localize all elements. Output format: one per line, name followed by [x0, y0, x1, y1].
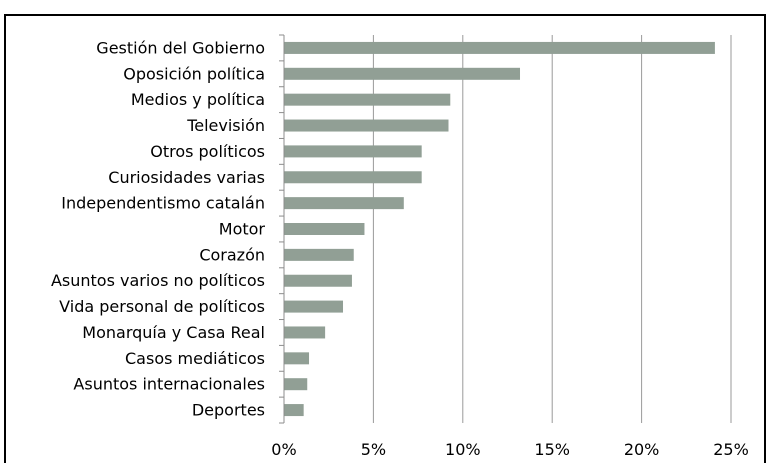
category-labels: Gestión del Gobierno Oposición política Me…: [51, 38, 265, 419]
bar-6: [284, 171, 422, 184]
gridlines: [372, 35, 732, 423]
tick-label: 10%: [445, 440, 481, 459]
category-label: Independentismo catalán: [61, 194, 265, 213]
bar-4: [284, 119, 449, 132]
category-label: Curiosidades varias: [108, 168, 265, 187]
category-label: Deportes: [192, 401, 265, 420]
category-label: Motor: [219, 220, 266, 239]
category-label: Asuntos varios no políticos: [51, 271, 265, 290]
tick-label: 5%: [361, 440, 386, 459]
bars: [284, 41, 715, 417]
chart-frame: [4, 14, 766, 463]
category-axis: [279, 34, 285, 424]
value-axis-labels: 0% 5% 10% 15% 20% 25%: [271, 440, 748, 459]
tick-label: 25%: [713, 440, 749, 459]
category-label: Medios y política: [131, 90, 265, 109]
tick-label: 15%: [534, 440, 570, 459]
bar-3: [284, 93, 451, 106]
bar-11: [284, 300, 344, 313]
tick-label: 20%: [624, 440, 660, 459]
category-label: Monarquía y Casa Real: [82, 323, 265, 342]
bar-13: [284, 352, 310, 365]
category-label: Asuntos internacionales: [73, 375, 265, 394]
category-label: Otros políticos: [150, 142, 265, 161]
category-label: Vida personal de políticos: [59, 297, 265, 316]
bar-15: [284, 404, 304, 417]
bar-7: [284, 197, 404, 210]
category-label: Televisión: [186, 116, 265, 135]
category-label: Gestión del Gobierno: [96, 38, 265, 57]
bar-9: [284, 248, 354, 261]
tick-label: 0%: [271, 440, 296, 459]
bar-12: [284, 326, 326, 339]
bar-5: [284, 145, 422, 158]
bar-2: [284, 67, 521, 80]
bar-1: [284, 41, 715, 54]
category-label: Casos mediáticos: [125, 349, 265, 368]
category-label: Oposición política: [123, 64, 265, 83]
category-label: Corazón: [199, 245, 265, 264]
bar-14: [284, 378, 308, 391]
bar-10: [284, 274, 352, 287]
bar-8: [284, 223, 365, 235]
